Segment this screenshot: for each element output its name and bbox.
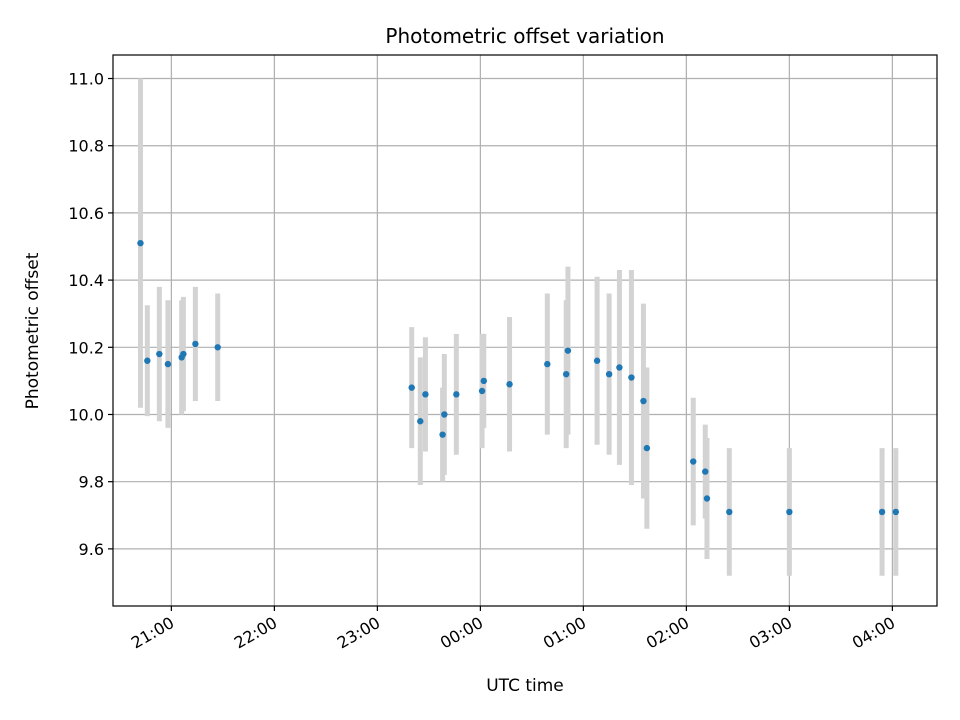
data-point: [628, 374, 635, 381]
data-point: [144, 357, 151, 364]
grid: [113, 55, 937, 606]
y-tick-label: 10.2: [68, 338, 104, 357]
data-point: [506, 381, 513, 388]
data-point: [892, 508, 899, 516]
data-point: [702, 468, 709, 475]
data-point: [643, 444, 651, 452]
y-tick-label: 11.0: [68, 70, 104, 89]
data-point: [544, 360, 551, 368]
y-axis: 9.6 9.8 10.0 10.2 10.4 10.6 10.8 11.0: [68, 70, 113, 559]
data-point: [878, 508, 886, 516]
plot-frame: [112, 54, 938, 607]
data-point: [439, 431, 446, 438]
y-tick-label: 10.0: [68, 405, 104, 424]
data-point: [726, 508, 733, 516]
data-point: [563, 370, 570, 378]
data-point: [703, 495, 711, 502]
data-point: [690, 458, 697, 465]
y-axis-title: Photometric offset: [23, 252, 43, 409]
data-point: [164, 360, 172, 368]
data-point: [593, 357, 601, 364]
data-point: [422, 391, 429, 398]
data-point: [564, 347, 572, 354]
data-point: [417, 418, 424, 425]
data-point: [640, 397, 647, 405]
data-point: [180, 350, 187, 358]
y-tick-label: 10.8: [68, 137, 104, 156]
chart-title: Photometric offset variation: [385, 24, 664, 48]
y-tick-label: 10.4: [68, 271, 104, 290]
data-point: [478, 387, 486, 395]
data-point: [156, 350, 163, 358]
data-point: [441, 411, 448, 418]
data-point: [453, 391, 460, 398]
data-point: [192, 340, 199, 348]
y-tick-label: 10.6: [68, 204, 104, 223]
data-point: [616, 364, 623, 371]
y-tick-label: 9.8: [79, 473, 104, 492]
data-point: [605, 370, 613, 378]
data-point: [214, 344, 221, 351]
y-tick-label: 9.6: [79, 540, 104, 559]
data-point: [786, 508, 793, 516]
data-point: [480, 377, 487, 385]
x-axis-title: UTC time: [486, 676, 564, 696]
data-points: [137, 239, 899, 516]
data-point: [137, 239, 144, 247]
data-point: [408, 384, 415, 391]
